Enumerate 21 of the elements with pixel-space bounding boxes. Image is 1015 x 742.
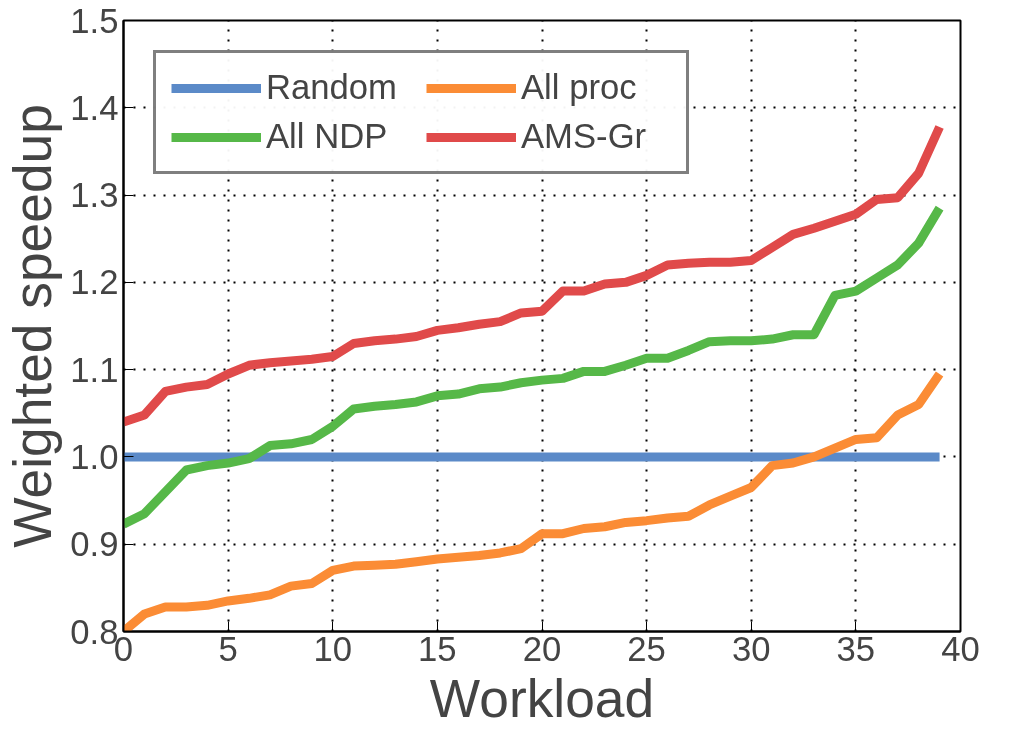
y-tick-label: 1.2: [70, 263, 119, 302]
x-tick-label: 5: [218, 629, 238, 668]
legend-label: All proc: [521, 68, 638, 107]
x-axis-title: Workload: [429, 668, 655, 728]
legend-label: Random: [266, 68, 398, 107]
y-tick-label: 1.0: [70, 437, 119, 476]
y-tick-label: 1.1: [70, 350, 119, 389]
x-tick-label: 10: [313, 629, 353, 668]
x-tick-label: 30: [731, 629, 771, 668]
legend-label: AMS-Gr: [521, 117, 648, 156]
y-tick-label: 1.5: [70, 1, 119, 40]
y-tick-label: 1.4: [70, 88, 119, 127]
y-axis-title: Weighted speedup: [3, 104, 63, 548]
x-tick-label: 15: [418, 629, 457, 668]
x-tick-label: 35: [836, 629, 876, 668]
x-tick-label: 20: [522, 629, 562, 668]
x-tick-label: 40: [941, 629, 980, 668]
x-tick-label: 25: [627, 629, 666, 668]
y-tick-label: 0.9: [70, 525, 119, 564]
legend-label: All NDP: [266, 117, 389, 156]
y-tick-label: 1.3: [70, 176, 119, 215]
